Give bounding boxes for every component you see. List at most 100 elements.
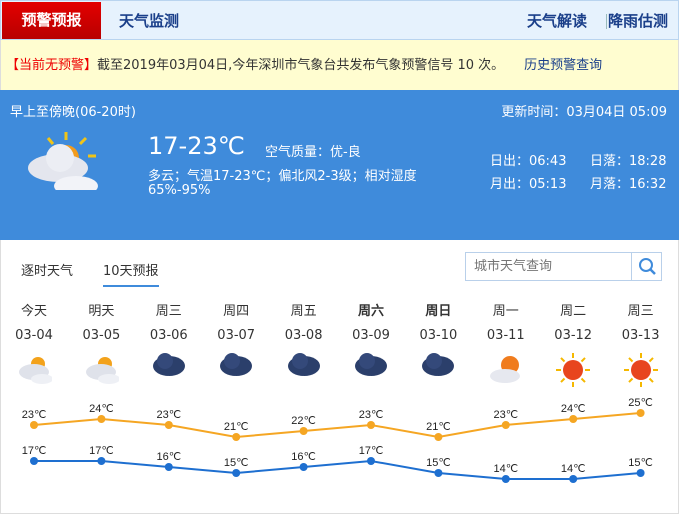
rain-icon (355, 353, 387, 381)
high-temp-label: 24℃ (561, 403, 586, 415)
cloudy-icon (19, 357, 52, 384)
high-temp-label: 23℃ (22, 409, 47, 421)
low-temp-label: 17℃ (359, 445, 384, 457)
date: 03-04 (15, 328, 53, 343)
sunny-icon (623, 353, 658, 387)
date: 03-10 (419, 328, 458, 343)
low-temp-label: 14℃ (494, 463, 519, 475)
low-temp-point (232, 469, 241, 477)
low-temp-label: 17℃ (22, 445, 47, 457)
weekday: 周二 (560, 304, 587, 319)
weekday: 周六 (357, 304, 384, 319)
rain-icon (287, 353, 320, 381)
high-temp-point (367, 421, 375, 429)
date: 03-08 (284, 328, 323, 343)
high-temp-point (97, 415, 106, 423)
date: 03-12 (554, 328, 593, 343)
low-temp-label: 15℃ (224, 457, 249, 469)
history-warning-link[interactable]: 历史预警查询 (524, 58, 603, 73)
low-temp-point (164, 463, 173, 471)
alert-bar: 【当前无预警】截至2019年03月04日,今年深圳市气象台共发布气象预警信号 1… (0, 40, 679, 90)
low-temp-label: 14℃ (561, 463, 586, 475)
low-temp-point (501, 475, 510, 483)
low-temp-point (636, 469, 645, 477)
low-temp-label: 16℃ (291, 451, 316, 463)
high-temp-point (636, 409, 645, 417)
tab-weather-monitor[interactable]: 天气监测 (119, 12, 180, 30)
date: 03-06 (149, 328, 188, 343)
temp-range: 17-23℃ (148, 132, 245, 160)
high-temp-label: 23℃ (359, 409, 384, 421)
low-temp-point (367, 457, 375, 465)
today-panel: 早上至傍晚(06-20时) 更新时间：03月04日 05:09 17-23℃ 空… (0, 90, 679, 240)
weather-desc: 多云；气温17-23℃；偏北风2-3级；相对湿度 (148, 169, 417, 184)
partly-cloudy-icon (489, 356, 520, 383)
high-temp-point (30, 421, 38, 429)
alert-text: 截至2019年03月04日,今年深圳市气象台共发布气象预警信号 10 次。 (97, 58, 505, 73)
link-weather-interpret[interactable]: 天气解读 (527, 12, 588, 30)
high-temp-label: 22℃ (291, 415, 316, 427)
high-temp-point (501, 421, 510, 429)
city-search (465, 252, 662, 281)
low-temp-point (569, 475, 578, 483)
date: 03-13 (621, 328, 660, 343)
top-nav: 预警预报 天气监测 天气解读 降雨估测 (0, 0, 679, 40)
air-quality: 空气质量：优-良 (265, 145, 361, 160)
low-temp-point (30, 457, 38, 465)
weekday: 周日 (425, 304, 452, 319)
rain-icon (220, 353, 253, 381)
low-temp-point (434, 469, 443, 477)
humidity: 65%-95% (148, 183, 211, 198)
alert-status: 【当前无预警】 (6, 58, 98, 73)
sunrise: 日出：06:43 (490, 154, 567, 169)
high-temp-label: 21℃ (224, 421, 249, 433)
divider (606, 14, 607, 29)
weekday: 周三 (155, 304, 182, 319)
sunny-icon (556, 353, 591, 387)
high-temp-point (569, 415, 578, 423)
high-temp-line (33, 412, 641, 439)
low-temp-label: 17℃ (89, 445, 114, 457)
high-temp-label: 23℃ (157, 409, 182, 421)
weekday: 今天 (20, 304, 47, 319)
date: 03-11 (486, 328, 525, 343)
high-temp-point (164, 421, 173, 429)
cloudy-icon (86, 357, 120, 384)
partly-cloudy-icon (28, 132, 98, 190)
high-temp-point (434, 433, 443, 441)
search-icon (639, 258, 656, 275)
weekday: 明天 (88, 304, 115, 319)
tab-10day[interactable]: 10天预报 (103, 260, 159, 287)
link-rain-estimate[interactable]: 降雨估测 (608, 12, 669, 30)
low-temp-label: 15℃ (426, 457, 451, 469)
weekday: 周三 (627, 304, 654, 319)
high-temp-label: 23℃ (494, 409, 519, 421)
low-temp-label: 16℃ (157, 451, 182, 463)
rain-icon (422, 353, 455, 381)
high-temp-point (299, 427, 308, 435)
weekday: 周一 (492, 304, 519, 319)
tab-hourly[interactable]: 逐时天气 (21, 264, 74, 279)
period: 早上至傍晚(06-20时) (10, 105, 136, 120)
date: 03-07 (217, 328, 256, 343)
rain-icon (152, 353, 185, 381)
date: 03-09 (352, 328, 390, 343)
low-temp-point (299, 463, 308, 471)
date: 03-05 (82, 328, 121, 343)
high-temp-label: 24℃ (89, 403, 114, 415)
temperature-chart: 23℃ 24℃ 23℃ 21℃ 22℃ 23℃ 21℃ 23℃ 24℃ 25℃ 17℃ 17℃ 16℃ 1… (22, 397, 653, 483)
sunset: 日落：18:28 (590, 154, 667, 169)
moonset: 月落：16:32 (590, 177, 667, 192)
weekday: 周四 (223, 304, 250, 319)
weekday: 周五 (290, 304, 317, 319)
low-temp-line (34, 459, 641, 480)
low-temp-label: 15℃ (628, 457, 653, 469)
city-search-input[interactable] (466, 253, 631, 280)
high-temp-label: 25℃ (628, 397, 653, 409)
moonrise: 月出：05:13 (490, 177, 567, 192)
tab-warning-forecast[interactable]: 预警预报 (2, 2, 101, 39)
low-temp-point (97, 457, 106, 465)
update-time: 更新时间：03月04日 05:09 (501, 105, 667, 120)
high-temp-label: 21℃ (426, 421, 451, 433)
search-button[interactable] (631, 253, 661, 280)
